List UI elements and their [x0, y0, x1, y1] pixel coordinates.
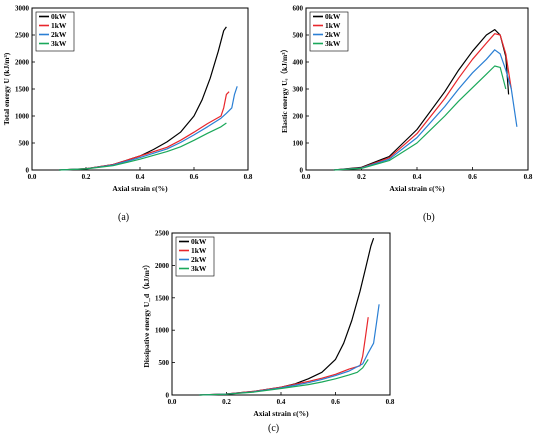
x-tick-label: 0.4 [136, 173, 145, 181]
legend-label-1kW: 1kW [51, 21, 67, 30]
y-tick-label: 2000 [15, 59, 30, 67]
y-tick-label: 500 [19, 140, 30, 148]
legend-label-2kW: 2kW [51, 30, 67, 39]
legend-label-3kW: 3kW [51, 39, 67, 48]
chart-dissipative-energy: 0.0 0.2 0.4 0.6 0.8 0 500 1000 1500 2000 2500 Axial… [140, 225, 400, 425]
series-line-1kW [334, 34, 512, 170]
caption-b: (b) [423, 212, 435, 223]
x-tick-label: 0.6 [190, 173, 199, 181]
y-tick-label: 100 [293, 140, 304, 148]
plot-area: 0.0 0.2 0.4 0.6 0.8 0 500 1000 1500 2000 2500 Axial… [141, 230, 395, 419]
legend-label-2kW: 2kW [191, 255, 207, 264]
y-tick-label: 0 [26, 167, 30, 175]
series-line-0kW [334, 30, 509, 170]
plot-area: 0.0 0.2 0.4 0.6 0.8 0 500 1000 1500 2000 2500 3000 A… [2, 5, 253, 194]
y-tick-label: 2500 [155, 230, 170, 238]
legend-label-0kW: 0kW [191, 237, 207, 246]
caption-a: (a) [118, 212, 129, 223]
y-tick-label: 500 [293, 32, 304, 40]
y-tick-label: 300 [293, 86, 304, 94]
x-tick-label: 0.0 [302, 173, 311, 181]
x-tick-label: 0.6 [331, 398, 340, 406]
x-tick-label: 0.6 [468, 173, 477, 181]
y-tick-label: 600 [293, 5, 304, 13]
y-axis-label: Elastic energy Uₑ（kJ/m³） [279, 45, 289, 133]
x-tick-label: 0.0 [28, 173, 37, 181]
series-line-0kW [59, 27, 226, 170]
series-line-1kW [199, 317, 368, 395]
caption-c: (c) [268, 423, 279, 434]
y-tick-label: 1500 [155, 294, 170, 302]
x-axis-label: Axial strain ε(%) [253, 409, 309, 418]
legend-label-0kW: 0kW [51, 12, 67, 21]
plot-area: 0.0 0.2 0.4 0.6 0.8 0 100 200 300 400 500 600 Axial … [279, 5, 533, 194]
x-tick-label: 0.4 [413, 173, 422, 181]
x-tick-label: 0.8 [524, 173, 533, 181]
legend-label-0kW: 0kW [325, 12, 341, 21]
y-tick-label: 2000 [155, 262, 170, 270]
y-tick-label: 500 [159, 359, 170, 367]
chart-elastic-energy: 0.0 0.2 0.4 0.6 0.8 0 100 200 300 400 500 600 Axial … [278, 0, 548, 200]
y-axis-label: Dissipative energy U_d（kJ/m³） [141, 260, 151, 367]
x-axis-label: Axial strain ε(%) [112, 184, 168, 193]
series-line-2kW [334, 50, 517, 170]
x-tick-label: 0.0 [168, 398, 177, 406]
y-tick-label: 0 [300, 167, 304, 175]
x-tick-label: 0.4 [277, 398, 286, 406]
y-tick-label: 1500 [15, 86, 30, 94]
y-tick-label: 1000 [15, 113, 30, 121]
x-tick-label: 0.8 [386, 398, 395, 406]
legend-label-1kW: 1kW [191, 246, 207, 255]
x-tick-label: 0.8 [244, 173, 253, 181]
y-tick-label: 3000 [15, 5, 30, 13]
y-tick-label: 400 [293, 59, 304, 67]
chart-total-energy: 0.0 0.2 0.4 0.6 0.8 0 500 1000 1500 2000 2500 3000 A… [0, 0, 270, 200]
y-axis-label: Total energy U (kJ/m³) [2, 52, 11, 125]
x-tick-label: 0.2 [222, 398, 231, 406]
legend-label-3kW: 3kW [191, 264, 207, 273]
series-line-3kW [199, 359, 368, 395]
series-line-3kW [334, 66, 506, 170]
x-tick-label: 0.2 [82, 173, 91, 181]
x-tick-label: 0.2 [357, 173, 366, 181]
y-tick-label: 0 [166, 392, 170, 400]
legend-label-1kW: 1kW [325, 21, 341, 30]
y-tick-label: 1000 [155, 327, 170, 335]
x-axis-label: Axial strain ε(%) [389, 184, 445, 193]
y-tick-label: 2500 [15, 32, 30, 40]
legend-label-2kW: 2kW [325, 30, 341, 39]
legend-label-3kW: 3kW [325, 39, 341, 48]
y-tick-label: 200 [293, 113, 304, 121]
